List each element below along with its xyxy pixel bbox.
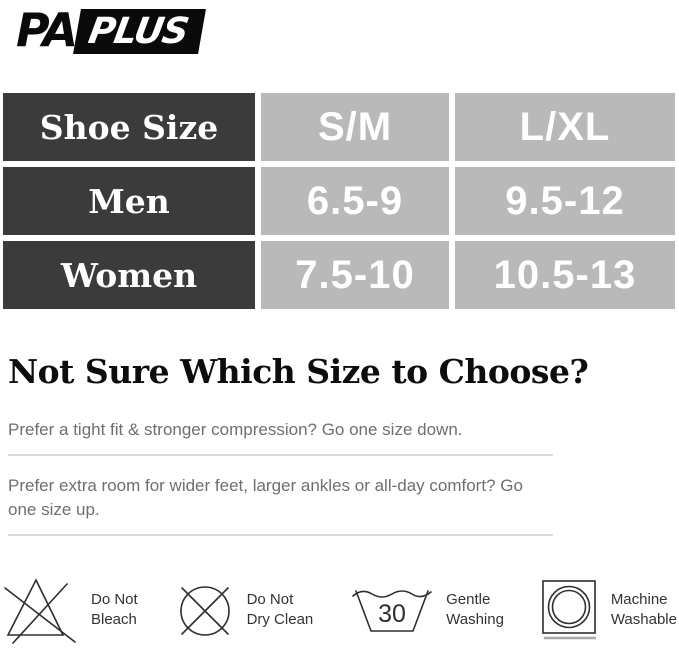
- machine-washable-icon: [542, 580, 596, 640]
- care-label-line1: Do Not: [91, 591, 138, 608]
- care-label-machine-washable: Machine Washable: [611, 590, 677, 630]
- brand-logo: PA PLUS: [16, 7, 679, 54]
- size-guide-heading: Not Sure Which Size to Choose?: [8, 352, 589, 391]
- size-table-row-women-sm: 7.5-10: [261, 241, 449, 309]
- care-label-do-not-bleach: Do Not Bleach: [91, 590, 138, 630]
- brand-logo-suffix: PLUS: [85, 11, 192, 52]
- do-not-dry-clean-icon: [179, 586, 230, 636]
- care-item-machine-washable: Machine Washable: [541, 579, 677, 641]
- care-label-line1: Do Not: [246, 591, 294, 608]
- care-label-gentle-washing: Gentle Washing: [446, 590, 504, 630]
- size-table-row-women-lxl: 10.5-13: [455, 241, 675, 309]
- shoe-size-table: Shoe Size S/M L/XL Men 6.5-9 9.5-12 Wome…: [3, 93, 675, 309]
- brand-logo-prefix: PA: [16, 3, 78, 57]
- size-table-row-men-label: Men: [3, 167, 255, 235]
- size-table-row-women-label: Women: [3, 241, 255, 309]
- gentle-washing-icon: 30: [352, 590, 432, 632]
- size-table-row-men-lxl: 9.5-12: [455, 167, 675, 235]
- care-item-gentle-washing: 30 Gentle Washing: [350, 585, 504, 635]
- wash-temperature-value: 30: [378, 600, 406, 628]
- size-table-header-shoe-size: Shoe Size: [3, 93, 255, 161]
- size-table-header-lxl: L/XL: [455, 93, 675, 161]
- care-label-line2: Washable: [610, 611, 677, 628]
- care-item-do-not-dry-clean: Do Not Dry Clean: [175, 580, 314, 640]
- care-label-line2: Washing: [446, 611, 504, 628]
- care-instructions-row: Do Not Bleach Do Not Dry Clean 30 Gentle…: [3, 576, 677, 644]
- care-label-do-not-dry-clean: Do Not Dry Clean: [247, 590, 314, 630]
- size-table-header-sm: S/M: [261, 93, 449, 161]
- tip-size-down: Prefer a tight fit & stronger compressio…: [8, 418, 553, 456]
- care-label-line1: Gentle: [446, 591, 491, 608]
- care-item-do-not-bleach: Do Not Bleach: [3, 576, 138, 644]
- do-not-bleach-icon: [4, 578, 76, 644]
- size-guide-tips: Prefer a tight fit & stronger compressio…: [8, 418, 577, 536]
- care-label-line1: Machine: [610, 591, 668, 608]
- tip-size-up: Prefer extra room for wider feet, larger…: [8, 456, 553, 536]
- size-table-row-men-sm: 6.5-9: [261, 167, 449, 235]
- care-label-line2: Dry Clean: [246, 611, 314, 628]
- brand-logo-box: PLUS: [73, 9, 206, 54]
- care-label-line2: Bleach: [91, 611, 137, 628]
